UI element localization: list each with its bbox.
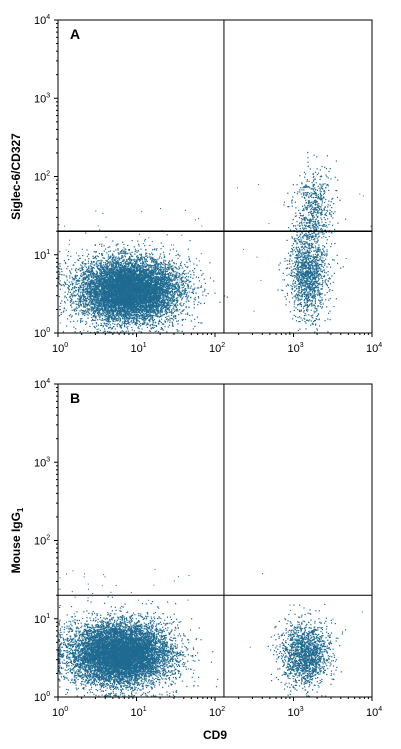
panel-a-x-ticks: 100 101 102 103 104 xyxy=(52,333,382,355)
panel-a-y-tick-label: 103 xyxy=(34,92,50,105)
panel-b-x-ticks: 100 101 102 103 104 xyxy=(52,697,382,719)
panel-a-y-axis-title: Siglec-6/CD327 xyxy=(9,133,23,220)
panel-b-y-axis-title-main: Mouse IgG xyxy=(9,512,23,573)
panel-b-y-tick-label: 104 xyxy=(34,378,50,391)
panel-b-y-axis-title: Mouse IgG1 xyxy=(9,507,25,573)
panel-b-y-axis-title-sub: 1 xyxy=(16,507,25,512)
panel-b-y-tick-label: 101 xyxy=(34,613,50,626)
panel-b-x-tick-label: 100 xyxy=(52,706,68,719)
panel-a-y-tick-label: 104 xyxy=(34,14,50,27)
panel-b-x-tick-label: 103 xyxy=(288,706,304,719)
panel-b: 100 101 102 103 104 100 101 102 103 104 B Mouse … xyxy=(9,378,382,742)
panel-a-x-tick-label: 100 xyxy=(52,342,68,355)
panel-b-x-tick-label: 102 xyxy=(209,706,225,719)
panel-a-y-tick-label: 102 xyxy=(34,171,50,184)
panel-b-x-tick-label: 104 xyxy=(366,706,382,719)
panel-b-x-tick-label: 101 xyxy=(131,706,147,719)
panel-a-dot-cloud xyxy=(58,151,372,334)
panel-b-y-ticks: 100 101 102 103 104 xyxy=(34,378,58,704)
panel-a-x-tick-label: 102 xyxy=(209,342,225,355)
panel-a-x-tick-label: 101 xyxy=(131,342,147,355)
panel-a: 100 101 102 103 104 100 101 102 103 104 A Siglec… xyxy=(9,14,382,355)
panel-b-letter: B xyxy=(70,390,80,406)
panel-b-x-axis-title: CD9 xyxy=(203,728,227,742)
panel-b-y-tick-label: 102 xyxy=(34,535,50,548)
panel-a-x-tick-label: 104 xyxy=(366,342,382,355)
panel-a-letter: A xyxy=(70,26,80,42)
panel-b-y-tick-label: 100 xyxy=(34,691,50,704)
panel-a-y-ticks: 100 101 102 103 104 xyxy=(34,14,58,340)
panel-b-dot-cloud xyxy=(58,568,363,698)
panel-a-y-tick-label: 100 xyxy=(34,327,50,340)
panel-a-x-tick-label: 103 xyxy=(288,342,304,355)
panel-a-y-tick-label: 101 xyxy=(34,249,50,262)
panel-b-y-tick-label: 103 xyxy=(34,456,50,469)
